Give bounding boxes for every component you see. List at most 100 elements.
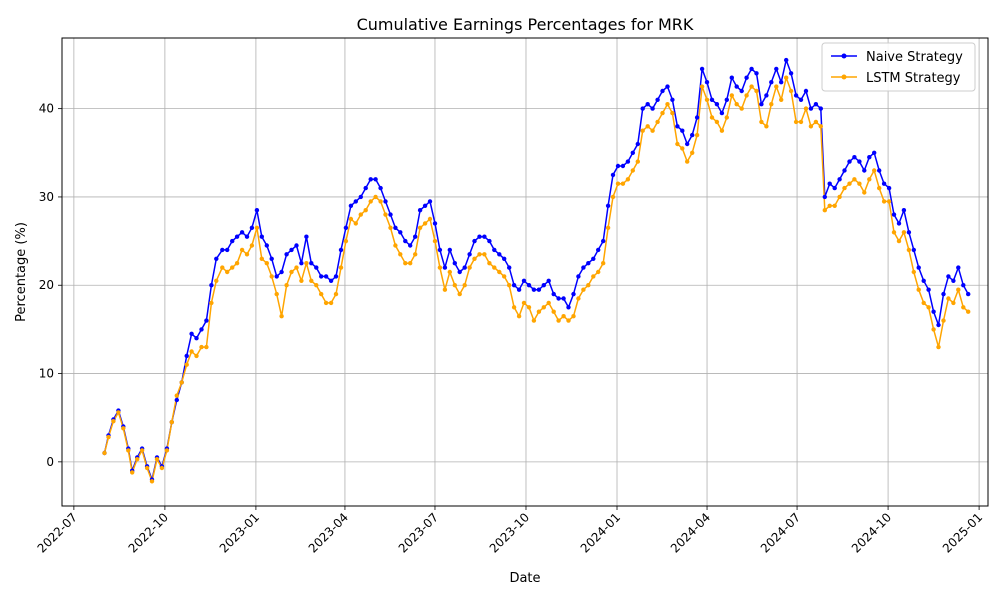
data-point-lstm — [507, 283, 512, 288]
data-point-lstm — [734, 102, 739, 107]
data-point-lstm — [901, 230, 907, 235]
data-point-lstm — [368, 199, 373, 204]
data-point-lstm — [121, 426, 126, 431]
data-point-naive — [685, 141, 690, 147]
data-point-naive — [427, 199, 433, 204]
data-point-naive — [536, 287, 542, 292]
data-point-lstm — [699, 84, 705, 89]
data-point-lstm — [581, 287, 586, 292]
data-point-naive — [660, 88, 665, 94]
data-point-lstm — [502, 274, 507, 279]
data-point-naive — [502, 256, 507, 261]
data-point-naive — [511, 283, 517, 288]
data-point-naive — [482, 234, 487, 239]
data-point-lstm — [437, 265, 443, 270]
data-point-naive — [194, 336, 199, 341]
data-point-naive — [373, 177, 378, 182]
data-point-lstm — [798, 119, 804, 125]
data-point-naive — [184, 353, 189, 359]
data-point-lstm — [111, 419, 116, 424]
data-point-lstm — [531, 318, 537, 323]
data-point-naive — [931, 309, 936, 314]
data-point-lstm — [294, 265, 299, 270]
data-point-naive — [314, 265, 319, 270]
data-point-naive — [847, 159, 852, 164]
data-point-naive — [521, 278, 527, 283]
data-point-naive — [294, 243, 299, 248]
data-point-lstm — [650, 128, 655, 133]
data-point-lstm — [714, 119, 720, 125]
data-point-lstm — [102, 450, 107, 456]
data-point-naive — [813, 102, 819, 107]
data-point-lstm — [690, 150, 695, 155]
data-point-naive — [941, 291, 946, 297]
data-point-lstm — [852, 177, 857, 182]
data-point-lstm — [906, 247, 912, 253]
data-point-naive — [699, 66, 705, 72]
data-point-naive — [966, 291, 971, 297]
data-point-lstm — [625, 177, 631, 182]
data-point-naive — [714, 102, 720, 107]
data-point-lstm — [818, 124, 823, 129]
data-point-lstm — [521, 300, 527, 306]
data-point-lstm — [719, 128, 725, 133]
data-point-naive — [946, 274, 951, 279]
data-point-naive — [319, 274, 324, 279]
data-point-naive — [881, 181, 887, 186]
data-point-lstm — [249, 243, 255, 248]
data-point-naive — [234, 234, 240, 239]
data-point-lstm — [610, 194, 616, 200]
data-point-lstm — [754, 88, 759, 94]
data-point-lstm — [427, 216, 433, 222]
y-tick-label: 10 — [39, 367, 54, 381]
data-point-naive — [754, 71, 759, 76]
data-point-lstm — [174, 393, 179, 398]
data-point-lstm — [333, 291, 339, 297]
data-point-naive — [635, 141, 640, 147]
data-point-naive — [862, 168, 867, 173]
data-point-lstm — [769, 102, 774, 107]
data-point-lstm — [556, 318, 561, 323]
data-point-naive — [625, 159, 631, 164]
data-point-naive — [779, 80, 784, 85]
data-point-lstm — [916, 287, 921, 292]
legend-label-naive: Naive Strategy — [866, 50, 963, 65]
data-point-lstm — [403, 261, 408, 266]
data-point-naive — [764, 93, 769, 98]
data-point-naive — [734, 84, 739, 89]
x-axis-label: Date — [509, 571, 540, 586]
data-point-naive — [591, 256, 596, 261]
data-point-naive — [309, 261, 314, 266]
data-point-lstm — [704, 97, 710, 103]
data-point-naive — [739, 88, 744, 94]
data-point-naive — [576, 274, 581, 279]
data-point-lstm — [764, 124, 769, 129]
series-markers — [102, 57, 971, 484]
legend: Naive Strategy LSTM Strategy — [821, 42, 976, 92]
data-point-naive — [906, 230, 912, 235]
data-point-naive — [680, 128, 685, 133]
data-point-lstm — [299, 278, 304, 283]
data-point-lstm — [670, 110, 675, 116]
data-point-naive — [546, 278, 551, 283]
data-point-naive — [808, 106, 814, 111]
data-point-lstm — [813, 119, 819, 125]
data-point-naive — [323, 274, 329, 279]
data-point-naive — [274, 274, 279, 279]
data-point-naive — [209, 283, 214, 288]
data-point-naive — [620, 163, 626, 169]
data-point-naive — [665, 84, 670, 89]
data-point-naive — [774, 66, 779, 72]
data-point-naive — [936, 322, 941, 328]
data-point-lstm — [358, 212, 363, 217]
data-point-naive — [650, 106, 655, 111]
data-point-lstm — [199, 344, 204, 350]
data-point-naive — [891, 212, 897, 217]
data-point-lstm — [645, 124, 650, 129]
data-point-naive — [432, 221, 438, 226]
data-point-naive — [230, 238, 235, 244]
data-point-lstm — [680, 146, 685, 151]
data-point-naive — [299, 261, 304, 266]
data-point-naive — [403, 238, 408, 244]
data-point-naive — [214, 256, 219, 261]
